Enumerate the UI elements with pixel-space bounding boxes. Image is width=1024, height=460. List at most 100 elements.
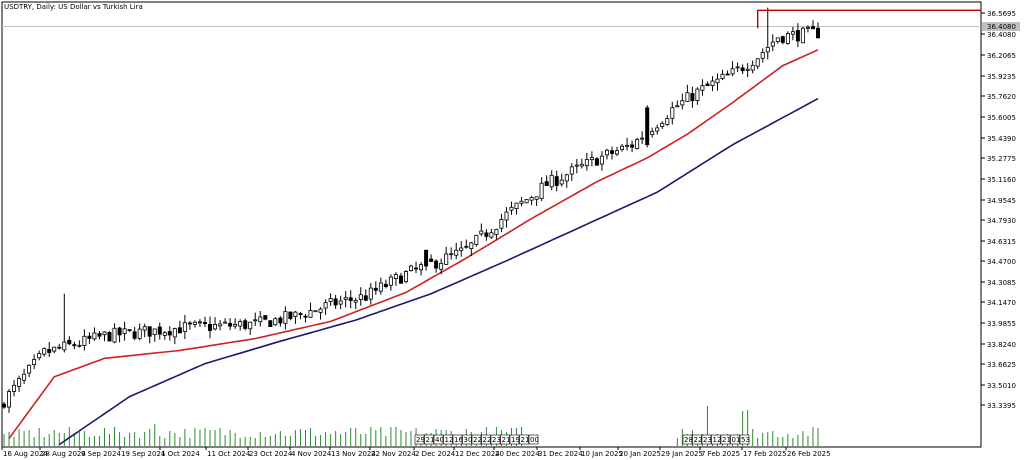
plot-frame	[1, 1, 982, 448]
candle	[544, 175, 549, 187]
candle-body-down	[2, 403, 7, 408]
candle-body-down	[725, 73, 730, 76]
candle-body-up	[675, 105, 680, 108]
candle-body-up	[122, 328, 127, 334]
volume-label: 21	[426, 436, 435, 444]
candle	[660, 121, 665, 129]
resistance-line	[757, 9, 981, 29]
candle	[368, 283, 373, 305]
candle-body-up	[7, 391, 12, 408]
moving-average-slow	[58, 97, 819, 446]
candle	[474, 234, 479, 247]
candle	[358, 287, 363, 306]
candle	[92, 327, 97, 341]
candle-body-up	[650, 131, 655, 135]
volume-label: 30	[464, 436, 473, 444]
candle-body-up	[489, 232, 494, 238]
candle-body-down	[740, 67, 745, 72]
candle-body-up	[509, 206, 514, 211]
candle-body-down	[373, 287, 378, 291]
candle	[489, 228, 494, 239]
candle	[258, 311, 263, 327]
candle-body-down	[434, 260, 439, 269]
y-tick-label: 35.7620	[987, 93, 1016, 101]
candle	[202, 316, 207, 327]
candle-body-up	[454, 249, 459, 256]
candle	[82, 329, 87, 351]
candle	[62, 293, 67, 353]
candle-body-down	[107, 331, 112, 342]
candle	[408, 264, 413, 272]
candle-body-up	[328, 298, 333, 302]
candle	[288, 311, 293, 321]
candle-body-down	[811, 26, 816, 30]
candle-body-up	[685, 92, 690, 102]
candle-body-up	[293, 311, 298, 318]
volume-label: 53	[741, 436, 750, 444]
volume-label: 22	[694, 436, 703, 444]
candle-body-up	[22, 373, 27, 381]
candle-body-down	[348, 297, 353, 301]
candle	[177, 320, 182, 334]
candle	[640, 131, 645, 144]
y-tick-label: 33.3395	[987, 402, 1016, 410]
candle	[132, 326, 137, 341]
candle	[388, 274, 393, 291]
candle	[207, 316, 212, 339]
candle	[539, 177, 544, 202]
candle	[197, 319, 202, 327]
candle-body-down	[424, 249, 429, 267]
candle	[182, 314, 187, 339]
candle	[77, 340, 82, 348]
candle	[635, 137, 640, 150]
candle	[499, 213, 504, 233]
candle	[449, 247, 454, 260]
candle	[720, 69, 725, 81]
y-tick-label: 34.7930	[987, 217, 1016, 225]
candle	[7, 389, 12, 413]
candle-body-up	[152, 328, 157, 335]
candle-body-up	[479, 230, 484, 235]
candle	[263, 315, 268, 321]
candle	[564, 173, 569, 188]
candle-body-up	[569, 166, 574, 175]
candle-body-down	[187, 322, 192, 325]
candle-body-up	[655, 127, 660, 132]
candle-body-up	[584, 159, 589, 166]
candle	[760, 48, 765, 63]
candle-body-down	[610, 150, 615, 154]
chart-title: USDTRY, Daily: US Dollar vs Turkish Lira	[4, 3, 143, 11]
candle-body-up	[680, 100, 685, 106]
candle-body-up	[444, 253, 449, 265]
candle-body-down	[288, 311, 293, 319]
candle	[620, 143, 625, 152]
candle	[11, 379, 16, 397]
candle-body-up	[353, 300, 358, 303]
candle-body-up	[559, 179, 564, 185]
candle	[398, 272, 403, 284]
candle-body-up	[620, 145, 625, 150]
candle-body-up	[223, 321, 228, 324]
candle-body-up	[770, 41, 775, 47]
candle	[534, 196, 539, 206]
candle	[514, 202, 519, 215]
candle	[318, 307, 323, 320]
candle-body-up	[218, 323, 223, 327]
candle	[278, 316, 283, 327]
candle	[308, 302, 313, 318]
candle	[494, 228, 499, 240]
candle	[594, 157, 599, 166]
candle	[509, 201, 514, 215]
candle	[454, 242, 459, 260]
candle	[157, 322, 162, 340]
candle-body-down	[303, 315, 308, 318]
candle-body-up	[469, 242, 474, 249]
candle	[589, 151, 594, 167]
candle	[710, 76, 715, 92]
candle	[233, 318, 238, 329]
candle-body-down	[544, 181, 549, 187]
candle-body-down	[117, 327, 122, 336]
candle	[625, 137, 630, 151]
candle-body-up	[11, 384, 16, 392]
candle	[529, 196, 534, 206]
